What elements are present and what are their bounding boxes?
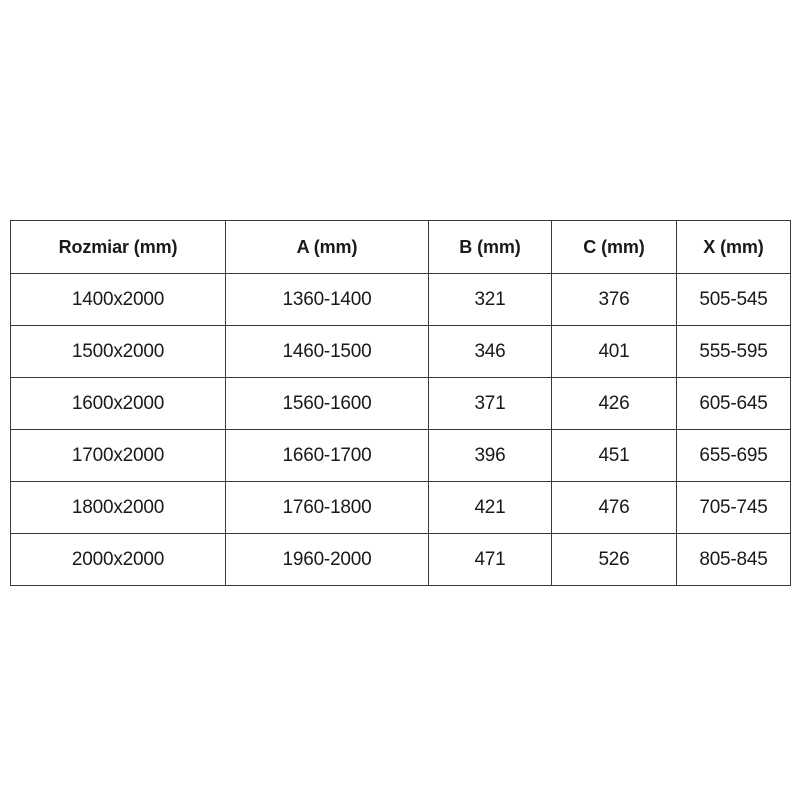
cell-x: 655-695 [676,429,791,482]
cell-x: 705-745 [676,481,791,534]
cell-c: 526 [551,533,677,586]
column-header-a: A (mm) [225,220,429,274]
cell-x: 505-545 [676,273,791,326]
cell-c: 476 [551,481,677,534]
cell-a: 1460-1500 [225,325,429,378]
table-row: 1400x2000 1360-1400 321 376 505-545 [10,273,791,326]
cell-b: 421 [428,481,552,534]
cell-c: 376 [551,273,677,326]
cell-x: 555-595 [676,325,791,378]
cell-b: 471 [428,533,552,586]
column-header-size: Rozmiar (mm) [10,220,226,274]
cell-b: 371 [428,377,552,430]
table-row: 2000x2000 1960-2000 471 526 805-845 [10,533,791,586]
cell-size: 2000x2000 [10,533,226,586]
table-row: 1700x2000 1660-1700 396 451 655-695 [10,429,791,482]
table-header-row: Rozmiar (mm) A (mm) B (mm) C (mm) X (mm) [10,220,791,274]
cell-size: 1800x2000 [10,481,226,534]
cell-a: 1960-2000 [225,533,429,586]
cell-c: 401 [551,325,677,378]
cell-size: 1400x2000 [10,273,226,326]
cell-a: 1560-1600 [225,377,429,430]
cell-a: 1360-1400 [225,273,429,326]
cell-b: 321 [428,273,552,326]
cell-x: 605-645 [676,377,791,430]
cell-c: 451 [551,429,677,482]
cell-size: 1700x2000 [10,429,226,482]
cell-x: 805-845 [676,533,791,586]
table-row: 1500x2000 1460-1500 346 401 555-595 [10,325,791,378]
cell-size: 1500x2000 [10,325,226,378]
table-body: 1400x2000 1360-1400 321 376 505-545 1500… [10,273,791,586]
cell-b: 396 [428,429,552,482]
dimensions-table: Rozmiar (mm) A (mm) B (mm) C (mm) X (mm)… [10,220,791,586]
cell-size: 1600x2000 [10,377,226,430]
cell-c: 426 [551,377,677,430]
column-header-x: X (mm) [676,220,791,274]
cell-a: 1660-1700 [225,429,429,482]
table-header: Rozmiar (mm) A (mm) B (mm) C (mm) X (mm) [10,220,791,274]
column-header-c: C (mm) [551,220,677,274]
table-row: 1800x2000 1760-1800 421 476 705-745 [10,481,791,534]
specification-table-container: Rozmiar (mm) A (mm) B (mm) C (mm) X (mm)… [10,220,791,586]
cell-b: 346 [428,325,552,378]
column-header-b: B (mm) [428,220,552,274]
cell-a: 1760-1800 [225,481,429,534]
table-row: 1600x2000 1560-1600 371 426 605-645 [10,377,791,430]
